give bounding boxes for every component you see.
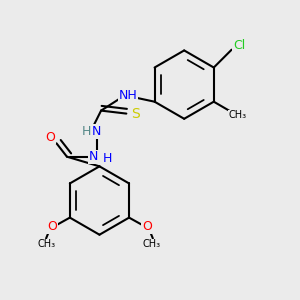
Text: NH: NH [118,89,137,102]
Text: CH₃: CH₃ [143,239,161,249]
Text: O: O [142,220,152,233]
Text: O: O [47,220,57,233]
Text: S: S [131,106,140,121]
Text: H: H [82,125,91,138]
Text: N: N [92,125,101,138]
Text: CH₃: CH₃ [229,110,247,120]
Text: Cl: Cl [233,39,245,52]
Text: O: O [46,131,56,144]
Text: CH₃: CH₃ [38,239,56,249]
Text: N: N [89,150,98,163]
Text: H: H [102,152,112,165]
